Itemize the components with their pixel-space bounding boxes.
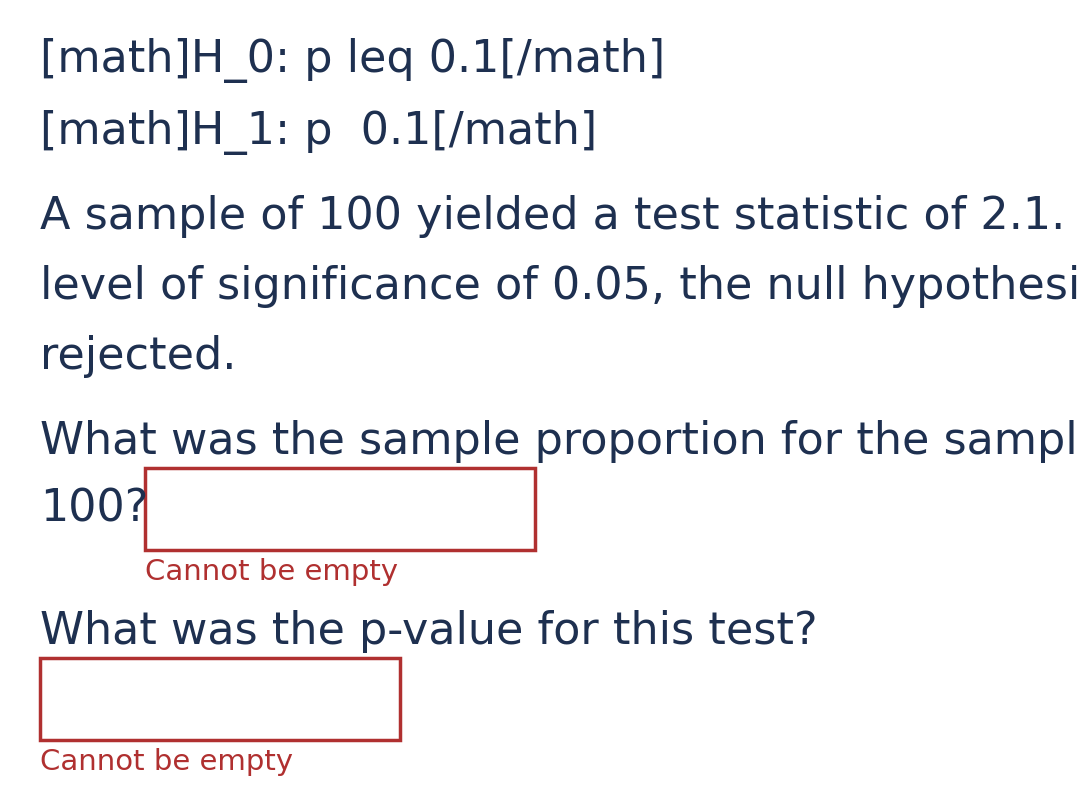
Text: level of significance of 0.05, the null hypothesis was: level of significance of 0.05, the null … [40, 265, 1080, 308]
Text: [math]H_1: p  0.1[/math]: [math]H_1: p 0.1[/math] [40, 110, 597, 155]
Text: What was the sample proportion for the sample of: What was the sample proportion for the s… [40, 420, 1080, 463]
Bar [40, 658, 400, 740]
Text: Cannot be empty: Cannot be empty [40, 748, 293, 776]
Text: 100?: 100? [40, 487, 148, 530]
Text: A sample of 100 yielded a test statistic of 2.1. For a: A sample of 100 yielded a test statistic… [40, 195, 1080, 238]
Text: [math]H_0: p leq 0.1[/math]: [math]H_0: p leq 0.1[/math] [40, 38, 665, 83]
Text: What was the p-value for this test?: What was the p-value for this test? [40, 610, 818, 653]
Bar [145, 468, 535, 550]
Text: Cannot be empty: Cannot be empty [145, 558, 399, 586]
Text: rejected.: rejected. [40, 335, 237, 378]
